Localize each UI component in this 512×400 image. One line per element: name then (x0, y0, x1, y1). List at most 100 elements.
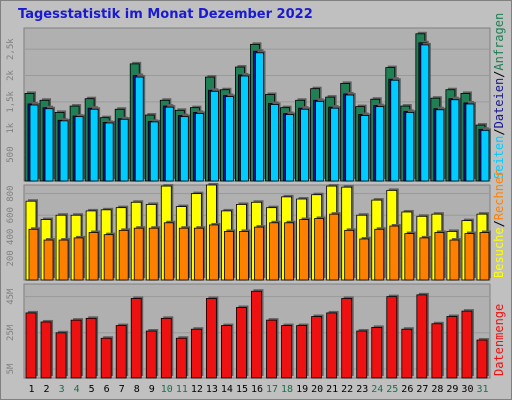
day-label: 25 (386, 384, 398, 395)
datenmenge-bar (160, 317, 172, 379)
datenmenge-bar (115, 325, 127, 379)
day-label: 23 (356, 384, 368, 395)
datenmenge-bar (341, 298, 353, 379)
day-label: 16 (251, 384, 263, 395)
rechner-bar (374, 228, 385, 281)
day-label: 2 (44, 384, 50, 395)
datenmenge-bar (356, 330, 368, 379)
datenmenge-bar (100, 337, 112, 379)
datenmenge-bar (85, 317, 97, 379)
seiten-bar (465, 103, 475, 182)
day-label: 30 (461, 384, 473, 395)
rechner-bar (178, 227, 189, 281)
seiten-bar (420, 44, 430, 182)
day-label: 8 (134, 384, 140, 395)
day-label: 4 (74, 384, 80, 395)
day-label: 17 (266, 384, 278, 395)
seiten-bar (405, 112, 415, 182)
axis-title-segment: Dateien (492, 78, 506, 129)
seiten-bar (119, 118, 129, 182)
day-label: 29 (446, 384, 458, 395)
seiten-bar (435, 109, 445, 182)
rechner-bar (224, 231, 234, 281)
seiten-bar (74, 116, 84, 182)
axis-title-segment: / (492, 71, 506, 78)
datenmenge-bar (296, 325, 307, 379)
rechner-bar (419, 237, 430, 281)
day-label: 10 (161, 384, 173, 395)
rechner-bar (133, 227, 144, 281)
datenmenge-bar (175, 337, 187, 379)
axis-title-segment: Seiten (492, 136, 506, 179)
rechner-bar (28, 228, 39, 281)
datenmenge-bar (461, 310, 473, 379)
seiten-bar (104, 122, 114, 182)
day-label: 9 (149, 384, 155, 395)
seiten-bar (315, 100, 325, 182)
axis-title-segment: / (492, 128, 506, 135)
day-label: 22 (341, 384, 353, 395)
day-label: 26 (401, 384, 413, 395)
rechner-bar (88, 232, 99, 281)
rechner-bar (254, 226, 264, 281)
rechner-bar (118, 229, 129, 281)
seiten-bar (164, 106, 174, 182)
datenmenge-bar (40, 321, 52, 379)
rechner-bar (103, 234, 114, 281)
datenmenge-bar (476, 339, 488, 379)
rechner-bar (434, 232, 445, 281)
datenmenge-bar (70, 319, 82, 379)
seiten-bar (149, 121, 159, 182)
datenmenge-bar (205, 298, 217, 379)
day-label: 3 (59, 384, 65, 395)
y-tick-label: 200 (6, 250, 16, 266)
day-label: 24 (371, 384, 383, 395)
day-label: 15 (236, 384, 248, 395)
seiten-bar (89, 108, 99, 182)
seiten-bar (450, 99, 460, 182)
rechner-bar (314, 218, 325, 281)
rechner-bar (344, 229, 355, 281)
seiten-bar (390, 79, 400, 182)
seiten-bar (300, 108, 309, 182)
y-tick-label: 600 (6, 207, 16, 223)
seiten-bar (134, 76, 144, 182)
y-tick-label: 800 (6, 186, 16, 202)
seiten-bar (44, 108, 54, 182)
rechner-bar (43, 239, 54, 281)
rechner-bar (163, 222, 174, 281)
axis-title-top: Seiten/Dateien/Anfragen (492, 13, 506, 179)
y-tick-label: 1k (6, 122, 16, 133)
seiten-bar (59, 120, 69, 182)
seiten-bar (375, 106, 385, 182)
datenmenge-bar (311, 316, 323, 379)
day-label: 31 (476, 384, 488, 395)
day-label: 1 (29, 384, 35, 395)
rechner-bar (284, 222, 294, 281)
chart-title: Tagesstatistik im Monat Dezember 2022 (18, 7, 313, 22)
rechner-bar (299, 219, 309, 281)
rechner-bar (404, 233, 415, 281)
datenmenge-bar (446, 316, 458, 379)
rechner-bar (193, 227, 204, 281)
rechner-bar (208, 224, 219, 281)
datenmenge-bar (190, 328, 202, 379)
datenmenge-bar (266, 319, 277, 379)
rechner-bar (464, 233, 475, 281)
seiten-bar (330, 107, 340, 182)
rechner-bar (449, 239, 460, 281)
rechner-bar (239, 231, 249, 281)
seiten-bar (360, 115, 370, 182)
day-label: 14 (221, 384, 233, 395)
datenmenge-bar (416, 294, 428, 379)
day-label: 12 (191, 384, 203, 395)
y-tick-label: 1,5k (6, 90, 16, 112)
day-label: 11 (176, 384, 188, 395)
y-tick-label: 45M (6, 288, 16, 305)
seiten-bar (240, 75, 249, 182)
y-tick-label: 500 (6, 146, 16, 162)
day-label: 19 (296, 384, 308, 395)
y-tick-label: 2,5k (6, 38, 16, 60)
